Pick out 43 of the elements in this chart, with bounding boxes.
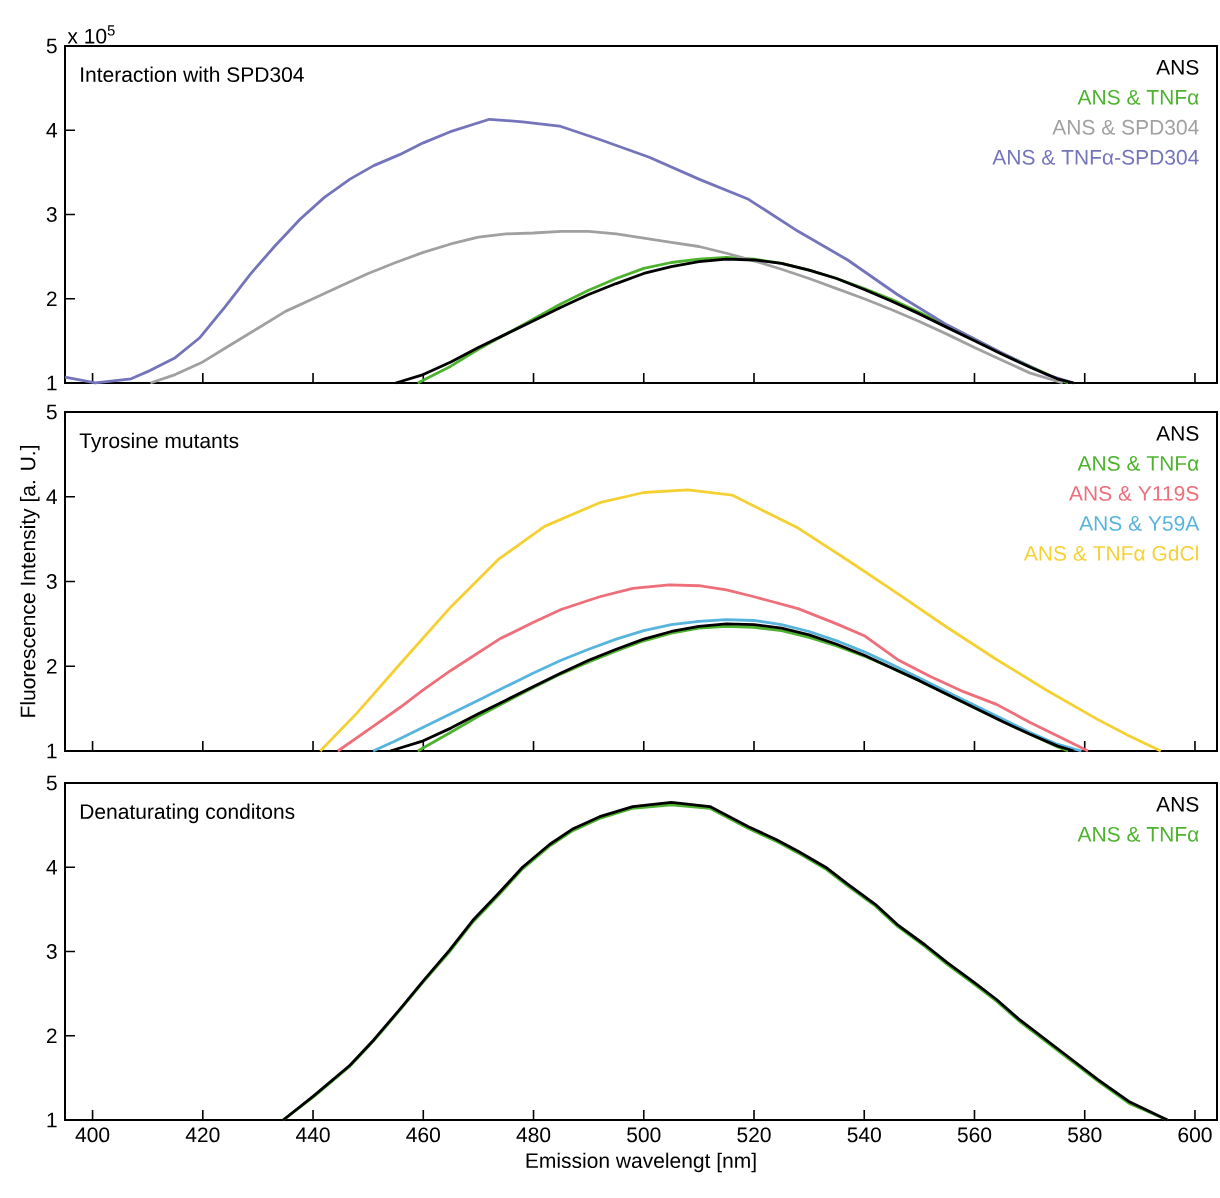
y-tick-label: 2	[46, 658, 57, 674]
y-tick-label: 3	[46, 574, 57, 589]
x-tick-label: 500	[627, 1127, 661, 1143]
x-tick-label: 480	[516, 1127, 551, 1143]
y-tick-label: 2	[46, 291, 57, 307]
text: Interaction with SPD304	[81, 66, 304, 83]
text: ANS & TNFα GdCl	[1023, 545, 1198, 561]
y-tick-label: 5	[46, 775, 57, 791]
y-tick-label: 4	[46, 860, 57, 875]
text: ANS	[1156, 796, 1199, 812]
y-tick-label: 4	[46, 123, 57, 138]
y-tick-label: 4	[46, 489, 57, 504]
x-tick-label: 400	[75, 1127, 110, 1143]
text: ANS & TNFα	[1077, 826, 1199, 842]
y-axis-title: Fluorescence Intensity [a. U.]	[19, 446, 40, 717]
text: ANS & TNFα	[1077, 455, 1199, 471]
text: Denaturating conditons	[80, 803, 295, 824]
y-tick-label: 1	[47, 375, 57, 391]
x-tick-label: 600	[1178, 1127, 1212, 1143]
y-tick-label: 3	[46, 207, 57, 222]
text: ANS & TNFα-SPD304	[992, 149, 1199, 165]
y-tick-label: 5	[46, 38, 57, 54]
text: ANS & SPD304	[1052, 119, 1199, 135]
text: Tyrosine mutants	[79, 432, 239, 453]
y-tick-label: 1	[47, 1112, 57, 1128]
text: ANS & TNFα	[1077, 89, 1199, 105]
x-tick-label: 420	[185, 1127, 220, 1143]
x-tick-label: 540	[847, 1127, 881, 1143]
x-tick-label: 520	[737, 1127, 771, 1143]
text: ANS	[1156, 425, 1199, 441]
y-tick-label: 3	[46, 944, 57, 959]
y-tick-label: 2	[46, 1028, 57, 1044]
text: x 10$^{5}$	[67, 25, 115, 44]
x-axis-title: Emission wavelengt [nm]	[526, 1152, 756, 1173]
text: ANS & Y119S	[1069, 485, 1199, 501]
x-tick-label: 560	[957, 1127, 992, 1143]
x-tick-label: 460	[406, 1127, 440, 1143]
y-tick-label: 5	[46, 404, 57, 420]
text: ANS	[1156, 59, 1199, 75]
x-tick-label: 580	[1068, 1127, 1102, 1143]
text: ANS & Y59A	[1079, 515, 1200, 531]
y-tick-label: 1	[47, 743, 57, 759]
x-tick-label: 440	[296, 1127, 330, 1143]
